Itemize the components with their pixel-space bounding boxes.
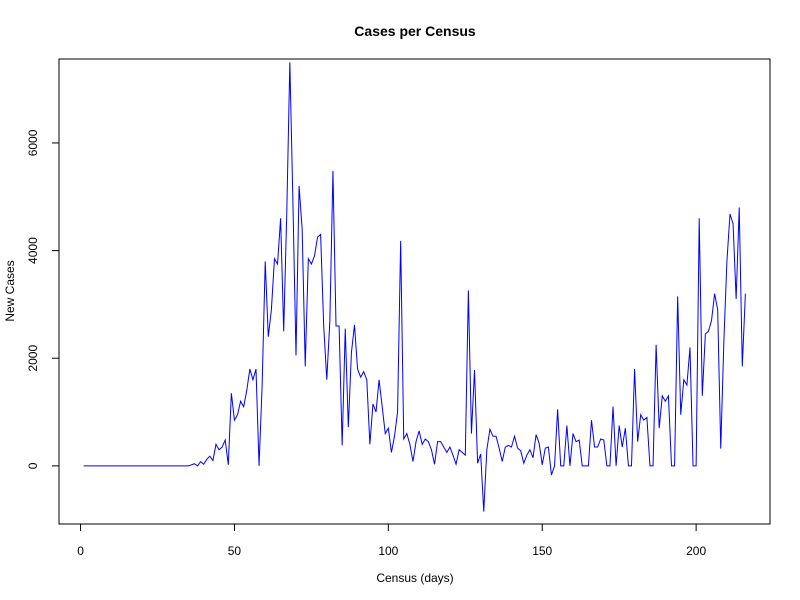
y-tick-label: 0 [26, 462, 40, 469]
x-axis: 0 50 100 150 200 [77, 524, 706, 558]
plot-frame [58, 58, 771, 525]
x-tick-label: 50 [228, 544, 242, 558]
series-line [83, 62, 746, 512]
series-points [83, 62, 746, 512]
y-axis: 0 2000 4000 6000 [26, 129, 59, 469]
chart-title: Cases per Census [354, 23, 476, 39]
y-tick-label: 2000 [26, 345, 40, 372]
y-tick-label: 4000 [26, 237, 40, 264]
y-tick-label: 6000 [26, 129, 40, 156]
x-tick-label: 0 [77, 544, 84, 558]
x-tick-label: 200 [686, 544, 706, 558]
x-axis-label: Census (days) [376, 571, 453, 585]
y-axis-label: New Cases [3, 260, 17, 321]
x-tick-label: 150 [532, 544, 552, 558]
x-tick-label: 100 [378, 544, 398, 558]
